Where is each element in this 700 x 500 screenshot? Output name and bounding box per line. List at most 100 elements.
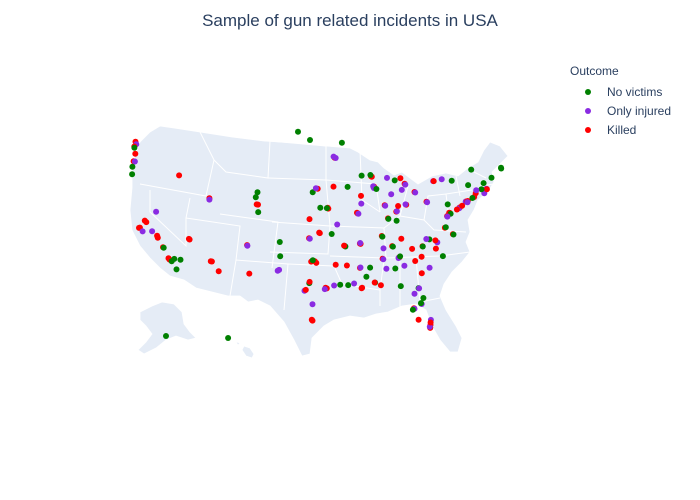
incident-marker[interactable]: [359, 284, 366, 291]
incident-marker[interactable]: [420, 295, 427, 301]
incident-marker[interactable]: [367, 264, 374, 271]
incident-marker[interactable]: [384, 174, 390, 181]
incident-marker[interactable]: [255, 201, 261, 208]
incident-marker[interactable]: [171, 255, 178, 262]
incident-marker[interactable]: [355, 210, 362, 217]
incident-marker[interactable]: [357, 264, 364, 271]
incident-marker[interactable]: [412, 189, 419, 196]
incident-marker[interactable]: [426, 264, 433, 271]
incident-marker[interactable]: [402, 201, 409, 208]
incident-marker[interactable]: [464, 199, 471, 206]
incident-marker[interactable]: [186, 236, 193, 243]
incident-marker[interactable]: [409, 245, 416, 252]
incident-marker[interactable]: [139, 228, 146, 235]
incident-marker[interactable]: [225, 335, 232, 341]
incident-marker[interactable]: [358, 192, 364, 199]
incident-marker[interactable]: [469, 195, 476, 201]
incident-marker[interactable]: [341, 242, 348, 249]
incident-marker[interactable]: [307, 137, 313, 143]
incident-marker[interactable]: [397, 283, 404, 290]
incident-marker[interactable]: [409, 306, 416, 313]
incident-marker[interactable]: [149, 228, 156, 235]
incident-marker[interactable]: [398, 186, 405, 193]
incident-marker[interactable]: [465, 182, 472, 189]
incident-marker[interactable]: [453, 206, 460, 213]
incident-marker[interactable]: [498, 164, 504, 171]
incident-marker[interactable]: [468, 166, 475, 173]
incident-marker[interactable]: [432, 245, 439, 252]
incident-marker[interactable]: [338, 139, 345, 146]
incident-marker[interactable]: [389, 243, 396, 250]
incident-marker[interactable]: [323, 205, 330, 212]
incident-marker[interactable]: [321, 286, 328, 293]
incident-marker[interactable]: [330, 183, 337, 190]
incident-marker[interactable]: [351, 280, 358, 287]
incident-marker[interactable]: [385, 215, 392, 222]
incident-marker[interactable]: [131, 144, 138, 151]
legend-item-killed[interactable]: Killed: [566, 120, 671, 139]
incident-marker[interactable]: [337, 281, 344, 288]
incident-marker[interactable]: [382, 202, 389, 209]
incident-marker[interactable]: [295, 128, 301, 135]
incident-marker[interactable]: [153, 208, 160, 215]
incident-marker[interactable]: [276, 239, 283, 245]
incident-marker[interactable]: [143, 219, 150, 226]
incident-marker[interactable]: [317, 204, 324, 211]
incident-marker[interactable]: [419, 243, 426, 250]
incident-marker[interactable]: [132, 150, 139, 157]
incident-marker[interactable]: [312, 185, 319, 192]
incident-marker[interactable]: [334, 221, 341, 228]
incident-marker[interactable]: [379, 233, 386, 240]
incident-marker[interactable]: [246, 270, 253, 277]
incident-marker[interactable]: [424, 199, 431, 206]
incident-marker[interactable]: [415, 316, 422, 323]
incident-marker[interactable]: [244, 242, 251, 249]
incident-marker[interactable]: [331, 282, 338, 289]
incident-marker[interactable]: [309, 257, 316, 264]
incident-marker[interactable]: [343, 262, 350, 269]
incident-marker[interactable]: [306, 235, 313, 242]
incident-marker[interactable]: [358, 200, 365, 207]
incident-marker[interactable]: [371, 279, 378, 286]
incident-marker[interactable]: [129, 171, 136, 178]
incident-marker[interactable]: [206, 196, 213, 203]
incident-marker[interactable]: [393, 208, 400, 215]
incident-marker[interactable]: [176, 172, 183, 179]
incident-marker[interactable]: [488, 174, 495, 181]
incident-marker[interactable]: [254, 189, 261, 196]
incident-marker[interactable]: [397, 253, 404, 260]
incident-marker[interactable]: [302, 286, 309, 293]
incident-marker[interactable]: [416, 285, 423, 292]
incident-marker[interactable]: [163, 333, 169, 339]
legend-item-only-injured[interactable]: Only injured: [566, 101, 671, 120]
incident-marker[interactable]: [418, 300, 424, 307]
incident-marker[interactable]: [316, 230, 323, 237]
incident-marker[interactable]: [444, 213, 451, 220]
incident-marker[interactable]: [309, 301, 316, 308]
incident-marker[interactable]: [459, 202, 466, 209]
incident-marker[interactable]: [483, 186, 490, 193]
incident-marker[interactable]: [160, 244, 167, 251]
incident-marker[interactable]: [328, 231, 335, 237]
incident-marker[interactable]: [427, 319, 434, 326]
incident-marker[interactable]: [252, 194, 259, 201]
incident-marker[interactable]: [442, 224, 449, 231]
incident-marker[interactable]: [330, 153, 337, 160]
incident-marker[interactable]: [154, 234, 161, 241]
incident-marker[interactable]: [332, 261, 339, 268]
incident-marker[interactable]: [255, 209, 262, 216]
incident-marker[interactable]: [274, 267, 281, 274]
incident-marker[interactable]: [438, 176, 445, 183]
incident-marker[interactable]: [131, 158, 138, 165]
incident-marker[interactable]: [308, 316, 315, 323]
incident-marker[interactable]: [402, 181, 409, 188]
incident-marker[interactable]: [418, 253, 425, 260]
incident-marker[interactable]: [129, 163, 136, 170]
incident-marker[interactable]: [411, 290, 418, 297]
incident-marker[interactable]: [345, 282, 352, 289]
incident-marker[interactable]: [478, 186, 485, 193]
incident-marker[interactable]: [173, 266, 180, 273]
incident-marker[interactable]: [432, 237, 439, 244]
incident-marker[interactable]: [344, 183, 351, 190]
